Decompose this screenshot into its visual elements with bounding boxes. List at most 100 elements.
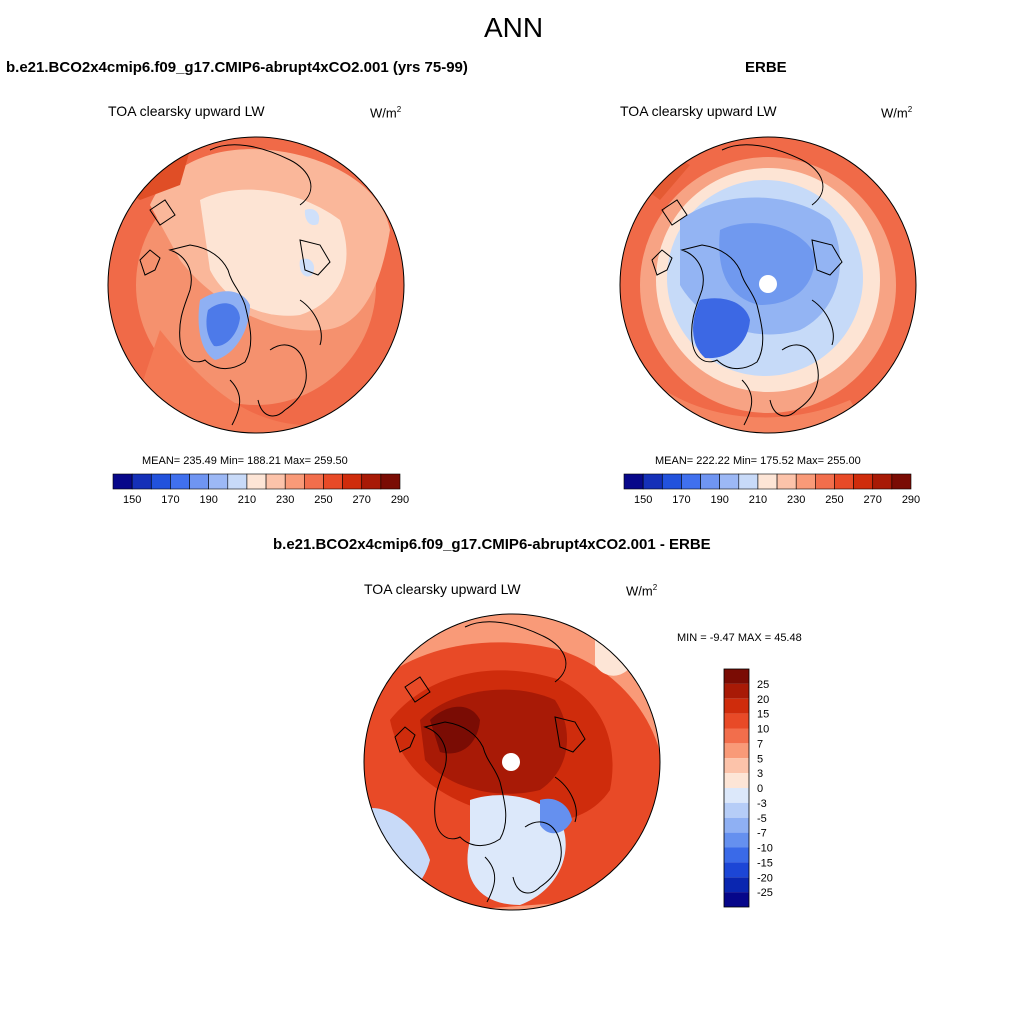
colorbar-box — [642, 473, 663, 490]
colorbar-box — [112, 473, 133, 490]
colorbar-tick-label: 190 — [199, 494, 217, 506]
colorbar-box — [719, 473, 740, 490]
pole-hole — [502, 753, 520, 771]
colorbar-box — [757, 473, 778, 490]
colorbar-difference: 25 20 15 10 7 5 3 0 -3 -5 -7 -10 -15 -20 -25 — [723, 668, 773, 908]
panel1-title: b.e21.BCO2x4cmip6.f09_g17.CMIP6-abrupt4x… — [6, 59, 468, 76]
colorbar-tick-label: 290 — [902, 494, 920, 506]
colorbar-tick-label: 150 — [123, 494, 141, 506]
colorbar-box — [724, 877, 749, 893]
panel2-stats: MEAN= 222.22 Min= 175.52 Max= 255.00 — [655, 455, 861, 467]
colorbar-box — [891, 473, 912, 490]
coastlines — [394, 621, 586, 903]
coastlines — [651, 144, 843, 426]
panel1-field-label: TOA clearsky upward LW — [108, 103, 265, 119]
colorbar-box — [265, 473, 286, 490]
colorbar-box — [724, 743, 749, 759]
map-boundary — [619, 136, 917, 434]
colorbar-box — [834, 473, 854, 490]
unit-base: W/m — [370, 105, 397, 121]
colorbar-box — [661, 473, 682, 490]
colorbar-box — [776, 473, 797, 490]
colorbar-box — [724, 698, 749, 714]
field-band — [304, 208, 320, 226]
pole-hole — [759, 275, 777, 293]
colorbar-box — [246, 473, 267, 490]
colorbar-tick-label: 15 — [757, 709, 769, 721]
field-band — [719, 223, 815, 305]
colorbar-box — [681, 473, 701, 490]
colorbar-box — [724, 728, 749, 744]
colorbar-tick-label: 170 — [672, 494, 690, 506]
colorbar-frame — [723, 668, 750, 908]
greenland-low — [693, 298, 750, 359]
panel1-stats: MEAN= 235.49 Min= 188.21 Max= 259.50 — [142, 455, 348, 467]
colorbar-tick-label: 20 — [757, 694, 769, 706]
colorbar-tick-label: 190 — [710, 494, 728, 506]
colorbar-box — [724, 788, 749, 803]
colorbar-tick-label: 210 — [238, 494, 256, 506]
colorbar-tick-label: -10 — [757, 843, 773, 855]
colorbar-box — [724, 862, 749, 878]
colorbar-tick-label: 170 — [161, 494, 179, 506]
colorbar-tick-label: -25 — [757, 887, 773, 899]
panel2-unit: W/m2 — [881, 105, 912, 120]
unit-base: W/m — [626, 583, 653, 599]
colorbar-tick-label: 230 — [276, 494, 294, 506]
colorbar-tick-label: 10 — [757, 724, 769, 736]
colorbar-box — [853, 473, 874, 490]
colorbar-tick-label: 150 — [634, 494, 652, 506]
panel3-unit: W/m2 — [626, 583, 657, 598]
colorbar-tick-label: 230 — [787, 494, 805, 506]
colorbar-box — [361, 473, 382, 490]
colorbar-box — [724, 713, 749, 729]
colorbar-tick-label: -15 — [757, 857, 773, 869]
colorbar-box — [724, 802, 749, 818]
colorbar-box — [815, 473, 835, 490]
colorbar-tick-label: 0 — [757, 783, 763, 795]
greenland-low — [206, 303, 240, 347]
panel3-stats: MIN = -9.47 MAX = 45.48 — [677, 632, 802, 644]
colorbar-tick-label: 5 — [757, 753, 763, 765]
panel2-title: ERBE — [745, 59, 787, 76]
colorbar-box — [208, 473, 229, 490]
colorbar-tick-label: -5 — [757, 813, 767, 825]
unit-base: W/m — [881, 105, 908, 121]
colorbar-box — [795, 473, 816, 490]
colorbar-tick-label: 250 — [314, 494, 332, 506]
colorbar-box — [323, 473, 343, 490]
colorbar-box — [380, 473, 401, 490]
colorbar-box — [189, 473, 209, 490]
unit-exp: 2 — [396, 105, 402, 114]
panel3-title: b.e21.BCO2x4cmip6.f09_g17.CMIP6-abrupt4x… — [273, 536, 711, 553]
colorbar-box — [872, 473, 893, 490]
panel1-unit: W/m2 — [370, 105, 401, 120]
colorbar-tick-label: 3 — [757, 768, 763, 780]
map-boundary — [363, 613, 661, 911]
colorbar-model: 150 170 190 210 230 250 270 290 — [112, 473, 409, 506]
map-model — [107, 136, 405, 434]
colorbar-box — [724, 892, 749, 907]
colorbar-box — [284, 473, 305, 490]
colorbar-box — [342, 473, 363, 490]
colorbar-tick-label: -7 — [757, 828, 767, 840]
unit-exp: 2 — [907, 105, 913, 114]
map-erbe — [619, 136, 917, 434]
colorbar-box — [724, 773, 749, 788]
unit-exp: 2 — [652, 583, 658, 592]
colorbar-box — [724, 758, 749, 774]
colorbar-tick-label: 7 — [757, 738, 763, 750]
colorbar-tick-label: 210 — [749, 494, 767, 506]
colorbar-tick-label: -20 — [757, 872, 773, 884]
coastlines — [139, 144, 331, 426]
colorbar-tick-label: 270 — [353, 494, 371, 506]
colorbar-tick-label: 270 — [864, 494, 882, 506]
figure-title: ANN — [484, 12, 544, 43]
colorbar-box — [724, 683, 749, 699]
colorbar-box — [724, 832, 749, 848]
map-boundary — [107, 136, 405, 434]
colorbar-box — [304, 473, 324, 490]
colorbar-box — [724, 669, 749, 684]
colorbar-tick-label: 250 — [825, 494, 843, 506]
